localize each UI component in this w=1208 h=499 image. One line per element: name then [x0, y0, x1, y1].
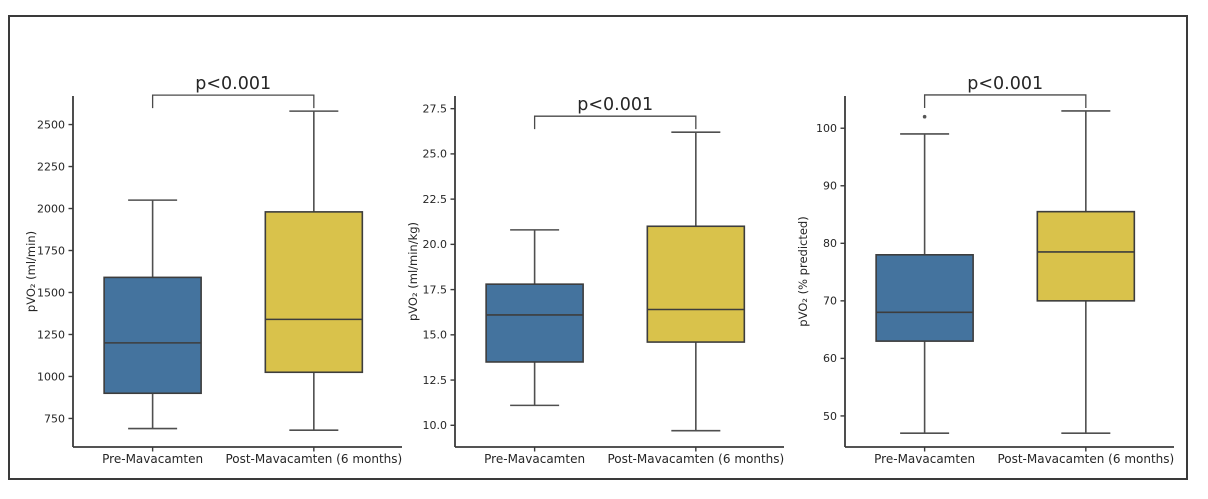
y-axis-label: pVO₂ (ml/min): [24, 231, 38, 312]
y-tick-label: 15.0: [423, 329, 448, 342]
y-tick-label: 2250: [37, 160, 65, 173]
x-tick-label: Post-Mavacamten (6 months): [997, 452, 1174, 466]
y-axis-label: pVO₂ (ml/min/kg): [406, 222, 420, 321]
boxplot-pvo2-pct-predicted: 50 60 70 80 90 100 pVO₂ (% predicted) p<0.001 Pr…: [796, 74, 1174, 466]
y-tick-label: 100: [816, 122, 837, 135]
y-tick-label: 10.0: [423, 419, 448, 432]
p-value-label: p<0.001: [577, 95, 653, 115]
y-tick-label: 27.5: [423, 103, 448, 116]
x-tick-label: Pre-Mavacamten: [874, 452, 975, 466]
boxplot-pvo2-ml-min-kg: 10.0 12.5 15.0 17.5 20.0 22.5 25.0 27.5 pVO₂ (ml…: [406, 95, 784, 466]
y-tick-label: 17.5: [423, 283, 448, 296]
y-tick-label: 2500: [37, 118, 65, 131]
significance-bracket: [923, 94, 1087, 108]
y-tick-label: 1750: [37, 244, 65, 257]
x-tick-label: Pre-Mavacamten: [484, 452, 585, 466]
boxplot-pvo2-ml-min: 750 1000 1250 1500 1750 2000 2250 2500 pVO₂ (ml/…: [24, 74, 402, 466]
y-tick-label: 750: [44, 412, 65, 425]
p-value-label: p<0.001: [195, 74, 271, 94]
y-tick-label: 70: [823, 295, 837, 308]
significance-bracket: [151, 94, 315, 109]
y-tick-label: 1500: [37, 286, 65, 299]
y-tick-label: 90: [823, 180, 837, 193]
y-tick-label: 12.5: [423, 374, 448, 387]
figure-border: 750 1000 1250 1500 1750 2000 2250 2500 pVO₂ (ml/…: [8, 15, 1188, 480]
y-tick-label: 20.0: [423, 238, 448, 251]
p-value-label: p<0.001: [967, 74, 1043, 94]
y-tick-label: 1250: [37, 328, 65, 341]
x-tick-label: Post-Mavacamten (6 months): [225, 452, 402, 466]
box-pre: [875, 254, 974, 342]
x-tick-label: Post-Mavacamten (6 months): [607, 452, 784, 466]
box-post: [646, 225, 746, 343]
box-post: [1036, 210, 1136, 302]
box-post: [264, 211, 364, 374]
outlier-point-pre: [922, 114, 927, 119]
y-tick-label: 25.0: [423, 148, 448, 161]
box-pre: [485, 283, 584, 363]
y-tick-label: 22.5: [423, 193, 448, 206]
box-pre: [103, 276, 202, 395]
y-tick-label: 80: [823, 237, 837, 250]
x-tick-label: Pre-Mavacamten: [102, 452, 203, 466]
y-tick-label: 60: [823, 352, 837, 365]
y-tick-label: 50: [823, 410, 837, 423]
significance-bracket: [533, 115, 697, 130]
y-tick-label: 1000: [37, 370, 65, 383]
y-tick-label: 2000: [37, 202, 65, 215]
y-axis-label: pVO₂ (% predicted): [796, 216, 810, 326]
